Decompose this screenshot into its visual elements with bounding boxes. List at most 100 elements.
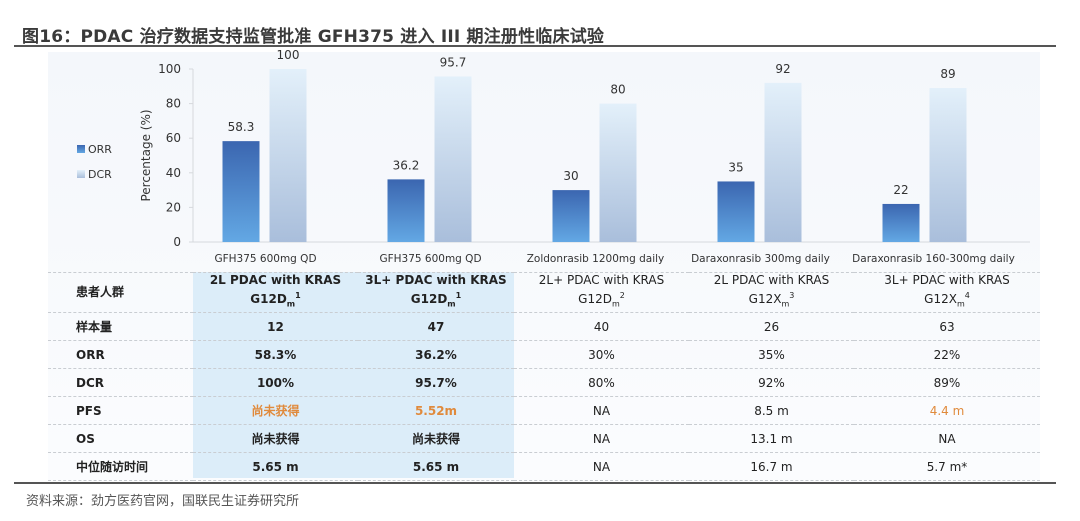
bar-orr [552, 190, 590, 242]
header-mutation: G12X [748, 292, 782, 307]
table-cell: 35% [689, 340, 854, 369]
table-cell: NA [854, 424, 1040, 453]
column-header: 2L+ PDAC with KRAS G12Dm2 [514, 272, 689, 313]
table-cell: 95.7% [358, 368, 514, 397]
data-label-dcr: 95.7 [440, 55, 467, 69]
row-label: DCR [48, 368, 193, 397]
header-subscript: m [611, 299, 620, 309]
legend-label-dcr: DCR [88, 168, 112, 181]
table-cell: 100% [193, 368, 358, 397]
data-label-orr: 36.2 [393, 158, 420, 172]
legend-label-orr: ORR [88, 143, 112, 156]
y-tick-label: 80 [166, 97, 181, 111]
table-cell: 5.65 m [193, 452, 358, 481]
data-label-orr: 35 [728, 160, 743, 174]
table-cell: NA [514, 396, 689, 425]
data-label-dcr: 100 [277, 48, 300, 62]
legend-swatch-orr [77, 145, 85, 153]
bar-dcr [764, 82, 802, 242]
x-tick-label: Zoldonrasib 1200mg daily [527, 253, 665, 265]
y-tick-label: 60 [166, 131, 181, 145]
header-footnote: 4 [964, 291, 970, 301]
bar-orr [222, 141, 260, 242]
bar-dcr [599, 103, 637, 242]
table-cell: 36.2% [358, 340, 514, 369]
x-tick-label: GFH375 600mg QD [214, 253, 316, 265]
header-subscript: m [781, 299, 790, 309]
table-row: OS 尚未获得 尚未获得 NA 13.1 m NA [48, 424, 1040, 453]
table-cell: 尚未获得 [193, 396, 358, 425]
table-row: PFS 尚未获得 5.52m NA 8.5 m 4.4 m [48, 396, 1040, 425]
header-line: 3L+ PDAC with KRAS [365, 273, 507, 288]
table-cell: 58.3% [193, 340, 358, 369]
data-label-dcr: 80 [610, 83, 625, 97]
table-cell: 5.65 m [358, 452, 514, 481]
source-note: 资料来源：劲方医药官网，国联民生证券研究所 [26, 494, 300, 509]
table-cell: 30% [514, 340, 689, 369]
table-cell: 尚未获得 [358, 424, 514, 453]
table-cell: 80% [514, 368, 689, 397]
table-row: 中位随访时间 5.65 m 5.65 m NA 16.7 m 5.7 m* [48, 452, 1040, 481]
figure-title: 图16：PDAC 治疗数据支持监管批准 GFH375 进入 III 期注册性临床… [22, 27, 605, 47]
header-footnote: 2 [619, 291, 625, 301]
bar-dcr [929, 88, 967, 242]
row-label: ORR [48, 340, 193, 369]
header-mutation: G12D [410, 292, 448, 307]
row-label: 中位随访时间 [48, 452, 193, 481]
bar-dcr [269, 69, 307, 242]
header-line: 3L+ PDAC with KRAS [884, 273, 1010, 288]
header-mutation: G12D [250, 292, 287, 307]
bar-orr [387, 179, 425, 242]
row-label: OS [48, 424, 193, 453]
bar-orr [717, 181, 755, 242]
header-line: 2L PDAC with KRAS [209, 273, 342, 288]
header-footnote: 1 [455, 291, 462, 301]
table-cell: 22% [854, 340, 1040, 369]
y-tick-label: 20 [166, 200, 181, 214]
table-cell: 12 [193, 312, 358, 341]
bottom-divider [14, 482, 1056, 484]
data-label-dcr: 92 [775, 62, 790, 76]
x-tick-label: Daraxonrasib 160-300mg daily [852, 253, 1015, 265]
table-cell: 16.7 m [689, 452, 854, 481]
data-label-orr: 30 [563, 169, 578, 183]
bar-dcr [434, 76, 472, 243]
table-cell: 89% [854, 368, 1040, 397]
table-cell: NA [514, 424, 689, 453]
data-label-orr: 22 [893, 183, 908, 197]
table-row: 样本量 12 47 40 26 63 [48, 312, 1040, 341]
row-label: 患者人群 [48, 272, 193, 313]
x-tick-label: Daraxonrasib 300mg daily [691, 253, 830, 265]
column-header: 3L+ PDAC with KRAS G12Xm4 [854, 272, 1040, 313]
comparison-table: 患者人群 2L PDAC with KRAS G12Dm1 3L+ PDAC with… [48, 272, 1040, 481]
header-subscript: m [956, 299, 965, 309]
row-label: 样本量 [48, 312, 193, 341]
data-label-dcr: 89 [940, 67, 955, 81]
table-cell: 63 [854, 312, 1040, 341]
table-header-row: 患者人群 2L PDAC with KRAS G12Dm1 3L+ PDAC with… [48, 272, 1040, 313]
table-cell: 8.5 m [689, 396, 854, 425]
title-divider [14, 45, 1056, 47]
bar-chart: 0 20 40 60 80 100 Percentage (%) ORR DCR GFH375 6… [77, 48, 1030, 265]
x-tick-label: GFH375 600mg QD [379, 253, 481, 265]
header-mutation: G12X [924, 292, 957, 307]
row-label: PFS [48, 396, 193, 425]
table-cell: 13.1 m [689, 424, 854, 453]
header-footnote: 3 [789, 291, 795, 301]
column-header: 2L PDAC with KRAS G12Dm1 [193, 272, 358, 313]
table-row: ORR 58.3% 36.2% 30% 35% 22% [48, 340, 1040, 369]
table-cell: NA [514, 452, 689, 481]
data-label-orr: 58.3 [228, 120, 255, 134]
header-footnote: 1 [295, 291, 301, 301]
table-cell: 4.4 m [854, 396, 1040, 425]
column-header: 2L PDAC with KRAS G12Xm3 [689, 272, 854, 313]
header-subscript: m [286, 299, 296, 309]
table-row: DCR 100% 95.7% 80% 92% 89% [48, 368, 1040, 397]
header-line: 2L+ PDAC with KRAS [538, 273, 665, 288]
header-line: 2L PDAC with KRAS [713, 273, 830, 288]
column-header: 3L+ PDAC with KRAS G12Dm1 [358, 272, 514, 313]
y-tick-label: 100 [158, 62, 181, 76]
bar-orr [882, 203, 920, 242]
table-cell: 92% [689, 368, 854, 397]
header-subscript: m [447, 299, 456, 309]
